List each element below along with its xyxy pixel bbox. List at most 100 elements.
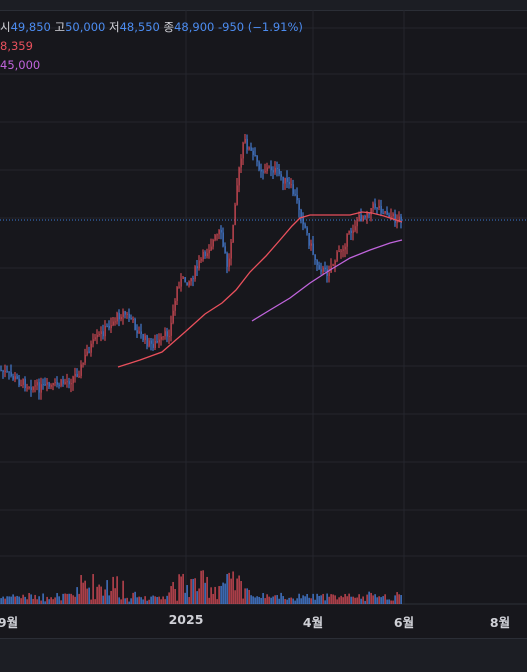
- candle-body: [312, 243, 314, 255]
- bottom-toolbar: [0, 638, 527, 672]
- volume-bar: [36, 599, 38, 604]
- volume-bar: [186, 585, 188, 604]
- candle-body: [396, 220, 398, 223]
- volume-bar: [204, 582, 206, 604]
- volume-bar: [200, 570, 202, 604]
- candle-body: [316, 260, 318, 266]
- candle-body: [170, 322, 172, 336]
- volume-bar: [230, 578, 232, 604]
- candle-body: [56, 382, 58, 385]
- volume-bar: [74, 596, 76, 604]
- candle-body: [306, 227, 308, 234]
- volume-bar: [232, 571, 234, 604]
- candle-body: [364, 215, 366, 218]
- volume-bar: [226, 574, 228, 604]
- candle-body: [186, 282, 188, 286]
- candle-body: [178, 286, 180, 288]
- volume-bar: [316, 593, 318, 604]
- candle-body: [166, 331, 168, 337]
- volume-bar: [322, 593, 324, 604]
- volume-bar: [318, 595, 320, 604]
- candle-body: [394, 213, 396, 223]
- volume-bar: [392, 600, 394, 604]
- volume-bar: [272, 596, 274, 604]
- candle-body: [248, 147, 250, 150]
- volume-bar: [180, 576, 182, 604]
- candle-body: [36, 382, 38, 386]
- candle-body: [346, 233, 348, 247]
- candle-body: [232, 224, 234, 243]
- volume-bar: [22, 594, 24, 604]
- candle-body: [6, 370, 8, 372]
- candle-body: [16, 376, 18, 379]
- candle-body: [388, 214, 390, 218]
- volume-bar: [292, 598, 294, 604]
- candle-body: [80, 364, 82, 376]
- candle-body: [282, 176, 284, 184]
- volume-bar: [144, 596, 146, 604]
- volume-bar: [216, 599, 218, 604]
- volume-bar: [222, 582, 224, 604]
- candle-body: [246, 138, 248, 150]
- volume-bar: [206, 576, 208, 604]
- volume-bar: [302, 595, 304, 604]
- volume-bar: [218, 586, 220, 604]
- ohlc-legend: 시49,850 고50,000 저48,550 종48,900 -950 (−1…: [0, 18, 303, 75]
- candle-body: [264, 171, 266, 173]
- candle-body: [174, 300, 176, 311]
- candle-body: [378, 205, 380, 209]
- volume-bar: [146, 600, 148, 604]
- volume-bar: [86, 588, 88, 604]
- candle-body: [48, 382, 50, 387]
- volume-bar: [324, 600, 326, 604]
- candle-body: [208, 250, 210, 254]
- candle-body: [390, 216, 392, 218]
- candle-body: [34, 385, 36, 387]
- volume-bar: [122, 580, 124, 604]
- volume-bar: [376, 597, 378, 604]
- volume-bar: [160, 599, 162, 604]
- candle-body: [156, 341, 158, 343]
- low-value: 48,550: [119, 20, 160, 34]
- volume-bar: [278, 598, 280, 604]
- moving-average-1: [117, 211, 403, 368]
- candle-body: [320, 269, 322, 272]
- candle-body: [116, 312, 118, 322]
- volume-bar: [320, 595, 322, 604]
- volume-bar: [386, 599, 388, 604]
- volume-bar: [52, 599, 54, 604]
- candle-body: [154, 341, 156, 349]
- candle-body: [230, 242, 232, 259]
- candle-body: [102, 331, 104, 337]
- volume-bar: [288, 597, 290, 604]
- candle-body: [334, 260, 336, 265]
- volume-bar: [328, 596, 330, 604]
- candle-body: [50, 385, 52, 387]
- volume-bar: [350, 596, 352, 604]
- volume-bar: [214, 586, 216, 604]
- volume-bar: [308, 597, 310, 604]
- volume-bar: [194, 578, 196, 604]
- volume-bar: [62, 593, 64, 604]
- candle-body: [270, 166, 272, 171]
- candle-body: [68, 381, 70, 385]
- volume-bar: [120, 599, 122, 604]
- candle-body: [172, 310, 174, 323]
- volume-bar: [274, 595, 276, 604]
- candle-body: [340, 250, 342, 252]
- volume-bar: [158, 596, 160, 604]
- candle-body: [278, 168, 280, 175]
- volume-bar: [20, 598, 22, 604]
- volume-bar: [268, 596, 270, 604]
- candle-body: [14, 376, 16, 380]
- open-label: 시: [0, 20, 11, 34]
- candle-body: [180, 278, 182, 287]
- volume-bar: [132, 592, 134, 604]
- volume-bar: [338, 597, 340, 604]
- candle-body: [130, 318, 132, 320]
- open-value: 49,850: [10, 20, 51, 34]
- candle-body: [202, 251, 204, 260]
- candle-body: [382, 212, 384, 214]
- candle-body: [204, 251, 206, 257]
